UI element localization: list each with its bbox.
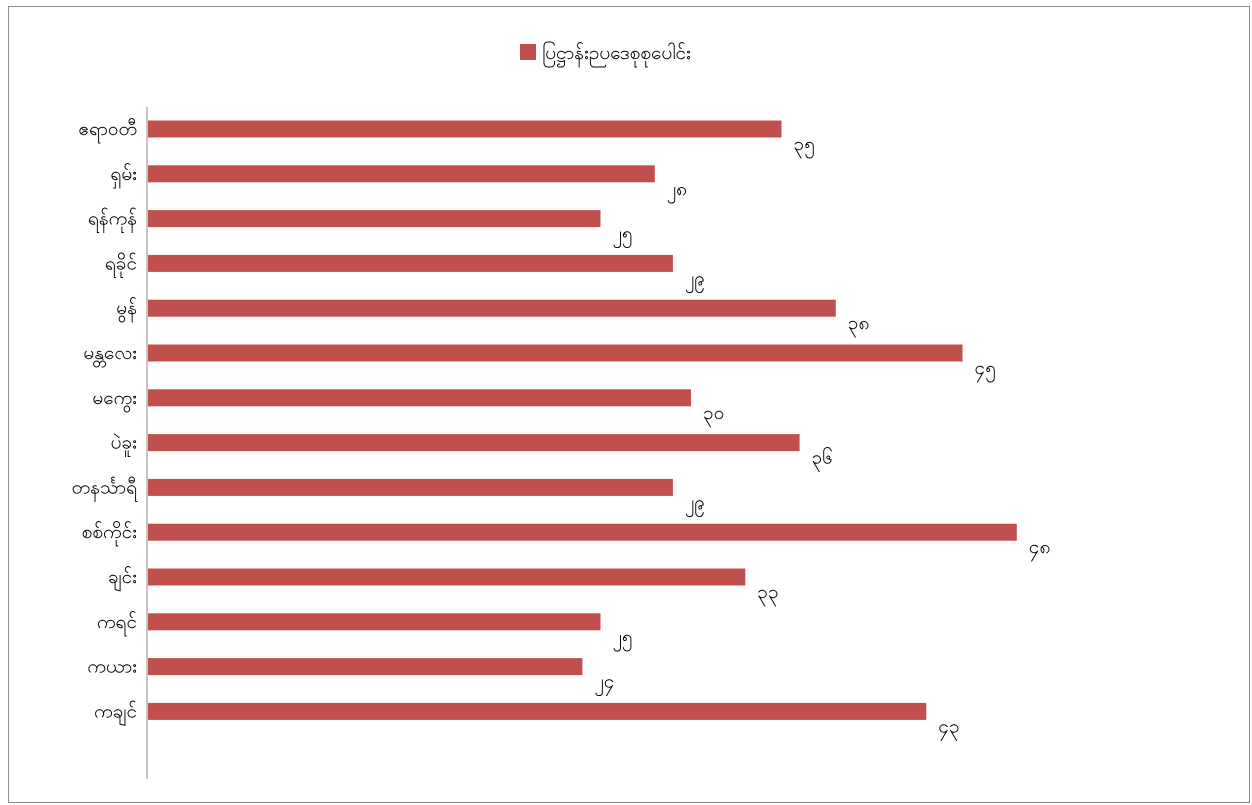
category-label: ကယား	[87, 656, 137, 678]
data-label: ၄၃	[938, 715, 959, 741]
category-label: ကချင်	[94, 699, 137, 726]
category-label: မန္တလေး	[83, 342, 137, 368]
bar	[148, 613, 601, 631]
bar	[148, 344, 963, 362]
data-label: ၃၈	[848, 312, 870, 338]
data-label: ၄၅	[975, 357, 996, 383]
bar	[148, 299, 836, 317]
category-label: ကရင်	[97, 610, 137, 637]
data-label: ၂၈	[667, 178, 687, 204]
chart-frame: ပြဋ္ဌာန်းဉပဒေစုစုပေါင်း ဧရာဝတီရှမ်းရန်ကု…	[8, 6, 1250, 803]
category-label: ရှမ်း	[110, 162, 137, 189]
bar-chart: ပြဋ္ဌာန်းဉပဒေစုစုပေါင်း ဧရာဝတီရှမ်းရန်ကု…	[72, 40, 1050, 779]
category-label: တနင်္သာရီ	[72, 475, 139, 502]
data-label: ၃၆	[812, 446, 833, 473]
bar	[148, 120, 782, 138]
bar	[148, 478, 673, 496]
category-label: ချင်း	[108, 565, 137, 592]
data-label: ၂၅	[613, 223, 633, 249]
data-label: ၂၄	[594, 671, 614, 697]
data-label: ၃၃	[757, 581, 778, 607]
bar	[148, 702, 927, 720]
category-label: ဧရာဝတီ	[78, 117, 137, 144]
legend-swatch	[520, 44, 536, 60]
category-label: မွန်	[116, 296, 137, 323]
data-label: ၂၅	[613, 626, 633, 652]
bar	[148, 389, 691, 407]
bar	[148, 210, 601, 228]
bar	[148, 434, 800, 452]
legend-series-label: ပြဋ္ဌာန်းဉပဒေစုစုပေါင်း	[542, 40, 691, 68]
data-label: ၂၉	[685, 491, 705, 517]
bar	[148, 523, 1017, 541]
data-label: ၂၉	[685, 267, 705, 293]
data-label: ၃၀	[703, 402, 724, 428]
category-label: ရခိုင်	[105, 251, 137, 278]
category-label: စစ်ကိုင်း	[82, 520, 137, 547]
category-label: မကွေး	[92, 387, 137, 413]
legend: ပြဋ္ဌာန်းဉပဒေစုစုပေါင်း	[520, 40, 691, 68]
data-label: ၄၈	[1029, 536, 1051, 562]
bar	[148, 165, 655, 183]
category-labels: ဧရာဝတီရှမ်းရန်ကုန်ရခိုင်မွန်မန္တလေးမကွေး…	[72, 117, 139, 726]
data-label: ၃၅	[794, 133, 815, 159]
bar	[148, 254, 673, 272]
bar	[148, 658, 583, 676]
bar	[148, 568, 746, 586]
bars	[148, 120, 1017, 720]
category-label: ရန်ကုန်	[88, 207, 138, 234]
category-label: ပဲခူး	[111, 431, 137, 457]
